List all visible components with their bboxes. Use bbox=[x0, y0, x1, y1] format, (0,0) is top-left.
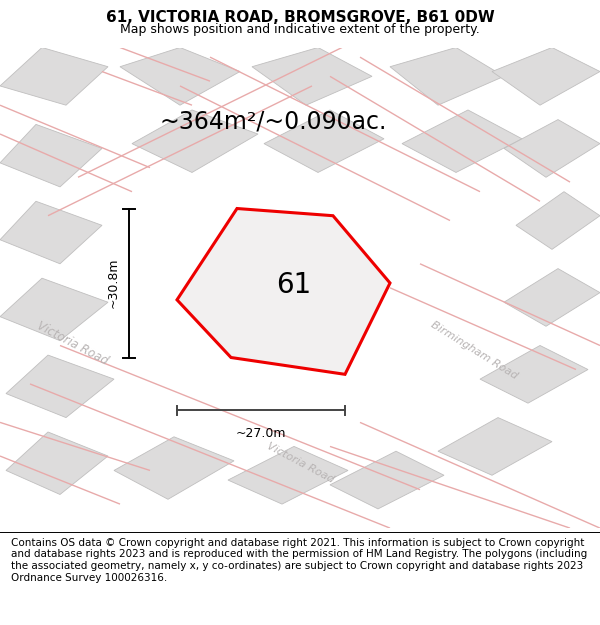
Polygon shape bbox=[516, 192, 600, 249]
Polygon shape bbox=[0, 48, 108, 105]
Polygon shape bbox=[228, 446, 348, 504]
Polygon shape bbox=[438, 418, 552, 475]
Polygon shape bbox=[132, 110, 258, 173]
Polygon shape bbox=[504, 119, 600, 178]
Polygon shape bbox=[6, 355, 114, 418]
Polygon shape bbox=[402, 110, 522, 173]
Text: 61, VICTORIA ROAD, BROMSGROVE, B61 0DW: 61, VICTORIA ROAD, BROMSGROVE, B61 0DW bbox=[106, 11, 494, 26]
Text: ~30.8m: ~30.8m bbox=[107, 258, 120, 308]
Polygon shape bbox=[480, 346, 588, 403]
Polygon shape bbox=[0, 278, 108, 341]
Text: Victoria Road: Victoria Road bbox=[34, 319, 110, 368]
Polygon shape bbox=[492, 48, 600, 105]
Text: Victoria Road: Victoria Road bbox=[265, 441, 335, 485]
Text: Map shows position and indicative extent of the property.: Map shows position and indicative extent… bbox=[120, 22, 480, 36]
Text: Birmingham Road: Birmingham Road bbox=[429, 319, 519, 381]
Polygon shape bbox=[252, 48, 372, 105]
Polygon shape bbox=[6, 432, 108, 494]
Text: 61: 61 bbox=[277, 271, 311, 299]
Polygon shape bbox=[504, 269, 600, 326]
Text: Contains OS data © Crown copyright and database right 2021. This information is : Contains OS data © Crown copyright and d… bbox=[11, 538, 587, 582]
Polygon shape bbox=[114, 437, 234, 499]
Text: ~27.0m: ~27.0m bbox=[236, 427, 286, 440]
Text: ~364m²/~0.090ac.: ~364m²/~0.090ac. bbox=[160, 110, 386, 134]
Polygon shape bbox=[264, 110, 384, 173]
Polygon shape bbox=[177, 209, 390, 374]
Polygon shape bbox=[0, 201, 102, 264]
Polygon shape bbox=[330, 451, 444, 509]
Polygon shape bbox=[0, 124, 102, 187]
Polygon shape bbox=[120, 48, 240, 105]
Polygon shape bbox=[390, 48, 504, 105]
